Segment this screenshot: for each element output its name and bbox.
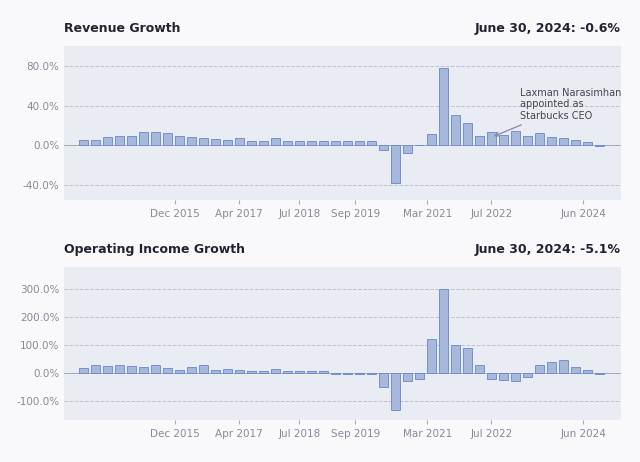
Bar xyxy=(331,141,339,145)
Bar xyxy=(511,131,520,145)
Text: Laxman Narasimhan
appointed as
Starbucks CEO: Laxman Narasimhan appointed as Starbucks… xyxy=(495,88,621,136)
Bar xyxy=(379,145,387,150)
Bar xyxy=(103,137,111,145)
Bar xyxy=(103,366,111,373)
Bar xyxy=(199,138,207,145)
Bar xyxy=(79,368,88,373)
Bar xyxy=(271,369,280,373)
Bar xyxy=(151,365,159,373)
Bar xyxy=(583,142,591,145)
Bar xyxy=(571,140,579,145)
Bar xyxy=(271,138,280,145)
Bar xyxy=(487,373,495,378)
Bar xyxy=(355,141,364,145)
Bar xyxy=(127,136,136,145)
Bar xyxy=(127,366,136,373)
Bar xyxy=(403,145,412,153)
Bar xyxy=(247,371,255,373)
Bar xyxy=(115,136,124,145)
Bar xyxy=(463,348,472,373)
Bar xyxy=(535,365,543,373)
Bar xyxy=(151,133,159,145)
Bar xyxy=(283,371,291,373)
Bar xyxy=(319,141,328,145)
Bar xyxy=(343,373,351,374)
Bar xyxy=(211,370,220,373)
Bar xyxy=(379,373,387,387)
Bar xyxy=(319,371,328,373)
Bar xyxy=(415,373,424,378)
Bar xyxy=(175,136,184,145)
Bar xyxy=(175,370,184,373)
Bar xyxy=(487,133,495,145)
Bar xyxy=(355,373,364,374)
Bar xyxy=(259,141,268,145)
Bar xyxy=(235,138,243,145)
Bar xyxy=(163,134,172,145)
Bar xyxy=(499,135,508,145)
Text: Operating Income Growth: Operating Income Growth xyxy=(64,243,245,256)
Text: Revenue Growth: Revenue Growth xyxy=(64,23,180,36)
Bar xyxy=(79,140,88,145)
Bar xyxy=(391,145,399,183)
Bar xyxy=(475,136,483,145)
Bar xyxy=(307,371,316,373)
Bar xyxy=(523,373,531,377)
Bar xyxy=(559,138,568,145)
Text: June 30, 2024: -5.1%: June 30, 2024: -5.1% xyxy=(475,243,621,256)
Bar xyxy=(547,362,556,373)
Bar xyxy=(307,141,316,145)
Bar xyxy=(199,365,207,373)
Bar xyxy=(427,134,435,145)
Bar xyxy=(139,133,147,145)
Bar xyxy=(427,340,435,373)
Bar xyxy=(559,360,568,373)
Bar xyxy=(187,367,195,373)
Bar xyxy=(535,134,543,145)
Bar xyxy=(367,141,376,145)
Bar xyxy=(439,68,447,145)
Bar xyxy=(115,365,124,373)
Bar xyxy=(223,140,232,145)
Bar xyxy=(283,141,291,145)
Bar xyxy=(595,145,604,146)
Bar xyxy=(247,141,255,145)
Bar xyxy=(187,137,195,145)
Bar xyxy=(331,373,339,374)
Bar xyxy=(163,368,172,373)
Bar xyxy=(583,370,591,373)
Bar xyxy=(91,140,99,145)
Bar xyxy=(235,370,243,373)
Bar xyxy=(511,373,520,381)
Bar xyxy=(547,137,556,145)
Bar xyxy=(475,365,483,373)
Bar xyxy=(439,289,447,373)
Bar xyxy=(91,365,99,373)
Bar xyxy=(367,373,376,374)
Bar xyxy=(451,115,460,145)
Bar xyxy=(523,136,531,145)
Bar xyxy=(595,373,604,374)
Bar xyxy=(499,373,508,380)
Bar xyxy=(343,141,351,145)
Bar xyxy=(211,139,220,145)
Bar xyxy=(451,345,460,373)
Text: June 30, 2024: -0.6%: June 30, 2024: -0.6% xyxy=(475,23,621,36)
Bar xyxy=(391,373,399,410)
Bar xyxy=(463,123,472,145)
Bar xyxy=(571,367,579,373)
Bar xyxy=(259,371,268,373)
Bar xyxy=(403,373,412,381)
Bar xyxy=(295,141,303,145)
Bar xyxy=(139,367,147,373)
Bar xyxy=(223,369,232,373)
Bar xyxy=(295,371,303,373)
